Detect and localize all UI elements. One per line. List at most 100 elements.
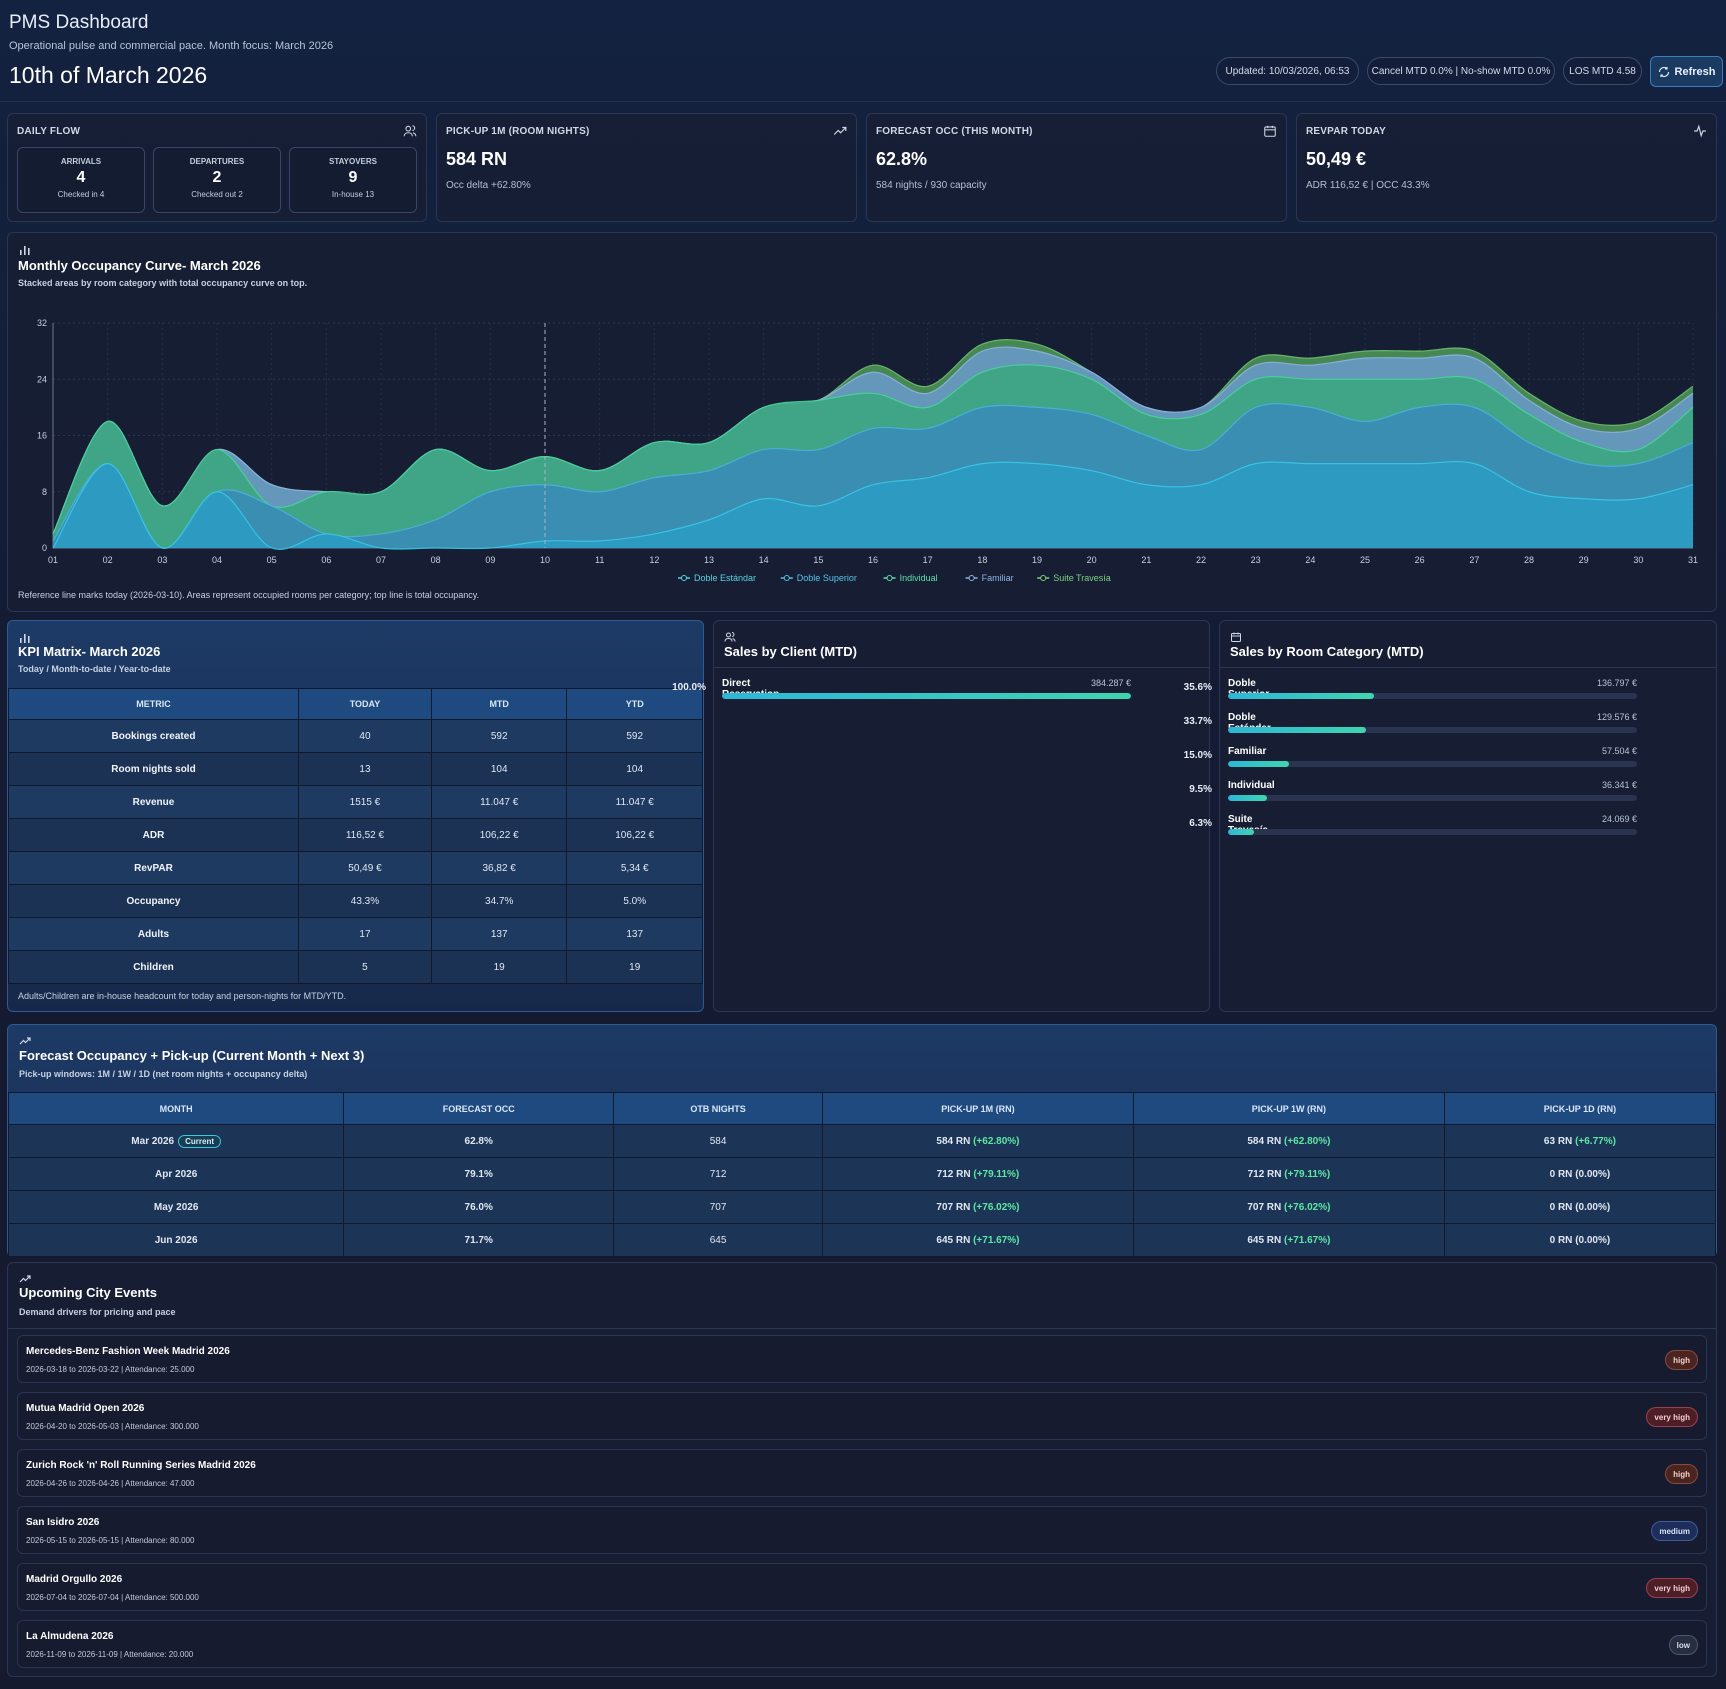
bar-track bbox=[1228, 795, 1637, 801]
header-divider bbox=[0, 101, 1726, 102]
x-tick-label: 18 bbox=[977, 555, 987, 565]
kpi-matrix-footnote: Adults/Children are in-house headcount f… bbox=[18, 991, 347, 1001]
forecast-occ-cell: 79.1% bbox=[343, 1157, 615, 1191]
forecast-occ-label: FORECAST OCC (THIS MONTH) bbox=[876, 126, 1033, 137]
x-tick-label: 12 bbox=[649, 555, 659, 565]
col-header: PICK-UP 1D (RN) bbox=[1443, 1092, 1717, 1125]
event-row: Mercedes-Benz Fashion Week Madrid 2026 20… bbox=[17, 1335, 1707, 1383]
bar-percent: 15.0% bbox=[1183, 750, 1212, 761]
col-header: PICK-UP 1M (RN) bbox=[822, 1092, 1134, 1125]
x-tick-label: 21 bbox=[1141, 555, 1151, 565]
metric-value: 592 bbox=[430, 719, 568, 753]
forecast-occ-cell: 71.7% bbox=[343, 1223, 615, 1257]
event-name: San Isidro 2026 bbox=[26, 1517, 100, 1528]
daily-flow-card: DAILY FLOW ARRIVALS 4 Checked in 4 DEPAR… bbox=[7, 113, 427, 222]
event-row: Zurich Rock 'n' Roll Running Series Madr… bbox=[17, 1449, 1707, 1497]
otb-nights: 584 bbox=[709, 1135, 727, 1147]
forecast-occ: 71.7% bbox=[464, 1234, 493, 1246]
x-tick-label: 17 bbox=[923, 555, 933, 565]
arrivals-label: ARRIVALS bbox=[60, 157, 102, 166]
forecast-occ-card: FORECAST OCC (THIS MONTH) 62.8% 584 nigh… bbox=[866, 113, 1287, 222]
metric-value: 34.7% bbox=[430, 884, 568, 918]
y-tick-label: 24 bbox=[37, 374, 47, 384]
metric-value: 36,82 € bbox=[430, 851, 568, 885]
x-tick-label: 01 bbox=[48, 555, 58, 565]
legend-item[interactable]: Doble Estándar bbox=[678, 573, 756, 583]
metric-value: 5,34 € bbox=[566, 851, 703, 885]
x-tick-label: 22 bbox=[1196, 555, 1206, 565]
bar-track bbox=[1228, 761, 1637, 767]
event-name: Mercedes-Benz Fashion Week Madrid 2026 bbox=[26, 1346, 230, 1357]
bar-chart-icon bbox=[20, 246, 30, 255]
series-line-1 bbox=[52, 403, 1694, 549]
refresh-button[interactable]: Refresh bbox=[1650, 56, 1723, 87]
x-tick-label: 09 bbox=[485, 555, 495, 565]
metric-name: Room nights sold bbox=[8, 752, 299, 786]
bar-percent: 33.7% bbox=[1183, 716, 1212, 727]
forecast-occ-value: 62.8% bbox=[876, 149, 928, 169]
event-meta: 2026-04-26 to 2026-04-26 | Attendance: 4… bbox=[26, 1479, 195, 1488]
pickup-rn: 707 RN bbox=[936, 1201, 971, 1213]
x-tick-label: 11 bbox=[595, 555, 604, 565]
forecast-occ-cell: 62.8% bbox=[343, 1124, 615, 1158]
pickup-delta: (+71.67%) bbox=[973, 1234, 1020, 1246]
pickup-delta: (+71.67%) bbox=[1284, 1234, 1331, 1246]
metric-value: 13 bbox=[297, 752, 432, 786]
pickup-1w-cell: 584 RN (+62.80%) bbox=[1132, 1124, 1445, 1158]
col-header: OTB NIGHTS bbox=[613, 1092, 823, 1125]
forecast-title: Forecast Occupancy + Pick-up (Current Mo… bbox=[19, 1048, 365, 1063]
month-cell: Mar 2026 Current bbox=[7, 1124, 345, 1158]
col-header: MONTH bbox=[7, 1092, 345, 1125]
x-tick-label: 13 bbox=[704, 555, 714, 565]
pickup-rn: 712 RN bbox=[936, 1168, 971, 1180]
pickup-rn: 63 RN bbox=[1543, 1135, 1573, 1147]
metric-value: 1515 € bbox=[297, 785, 432, 819]
x-tick-label: 23 bbox=[1251, 555, 1261, 565]
bar-fill bbox=[1228, 795, 1267, 801]
metric-value: 11.047 € bbox=[566, 785, 703, 819]
metric-value: 5 bbox=[297, 950, 432, 984]
series-line-0 bbox=[52, 460, 1694, 550]
calendar-icon bbox=[1231, 632, 1241, 642]
pickup-1m-cell: 645 RN (+71.67%) bbox=[822, 1223, 1134, 1257]
bar-percent: 9.5% bbox=[1189, 784, 1212, 795]
stayovers-box: STAYOVERS 9 In-house 13 bbox=[289, 147, 417, 213]
pickup-rn: 0 RN bbox=[1549, 1234, 1573, 1246]
x-tick-label: 28 bbox=[1524, 555, 1534, 565]
pickup-rn: 645 RN bbox=[1247, 1234, 1282, 1246]
legend-item[interactable]: Suite Travesía bbox=[1037, 573, 1111, 583]
trending-up-icon bbox=[19, 1037, 31, 1045]
area-0 bbox=[53, 461, 1693, 550]
table-row: Bookings created 40 592 592 bbox=[8, 719, 703, 753]
pickup-1d-cell: 63 RN (+6.77%) bbox=[1443, 1124, 1717, 1158]
x-tick-label: 15 bbox=[813, 555, 823, 565]
departures-sub: Checked out 2 bbox=[191, 190, 243, 199]
metric-value: 19 bbox=[566, 950, 703, 984]
table-row: Jun 2026 71.7% 645 645 RN (+71.67%) 645 RN (… bbox=[7, 1223, 1717, 1257]
kpi-matrix-table: METRIC TODAY MTD YTD Bookings created 40 5… bbox=[8, 688, 703, 984]
legend-item[interactable]: Familiar bbox=[965, 573, 1014, 583]
bar-percent: 35.6% bbox=[1183, 682, 1212, 693]
pickup-delta: (+76.02%) bbox=[973, 1201, 1020, 1213]
pickup-rn: 645 RN bbox=[936, 1234, 971, 1246]
revpar-value: 50,49 € bbox=[1306, 149, 1367, 169]
metric-name: Bookings created bbox=[8, 719, 299, 753]
metric-name: RevPAR bbox=[8, 851, 299, 885]
table-row: Occupancy 43.3% 34.7% 5.0% bbox=[8, 884, 703, 918]
month-label: May 2026 bbox=[153, 1201, 199, 1213]
month-label: Apr 2026 bbox=[155, 1168, 198, 1180]
revpar-sub: ADR 116,52 € | OCC 43.3% bbox=[1306, 180, 1430, 191]
departures-value: 2 bbox=[212, 169, 222, 186]
col-header: PICK-UP 1W (RN) bbox=[1132, 1092, 1445, 1125]
legend-item[interactable]: Individual bbox=[883, 573, 938, 583]
month-cell: Apr 2026 bbox=[7, 1157, 345, 1191]
col-header: MTD bbox=[430, 688, 568, 720]
table-row: Children 5 19 19 bbox=[8, 950, 703, 984]
event-level-badge: medium bbox=[1651, 1521, 1698, 1541]
metric-value: 50,49 € bbox=[297, 851, 432, 885]
x-tick-label: 19 bbox=[1032, 555, 1042, 565]
legend-item[interactable]: Doble Superior bbox=[780, 573, 857, 583]
forecast-occ: 62.8% bbox=[464, 1135, 493, 1147]
pickup-1m-cell: 707 RN (+76.02%) bbox=[822, 1190, 1134, 1224]
